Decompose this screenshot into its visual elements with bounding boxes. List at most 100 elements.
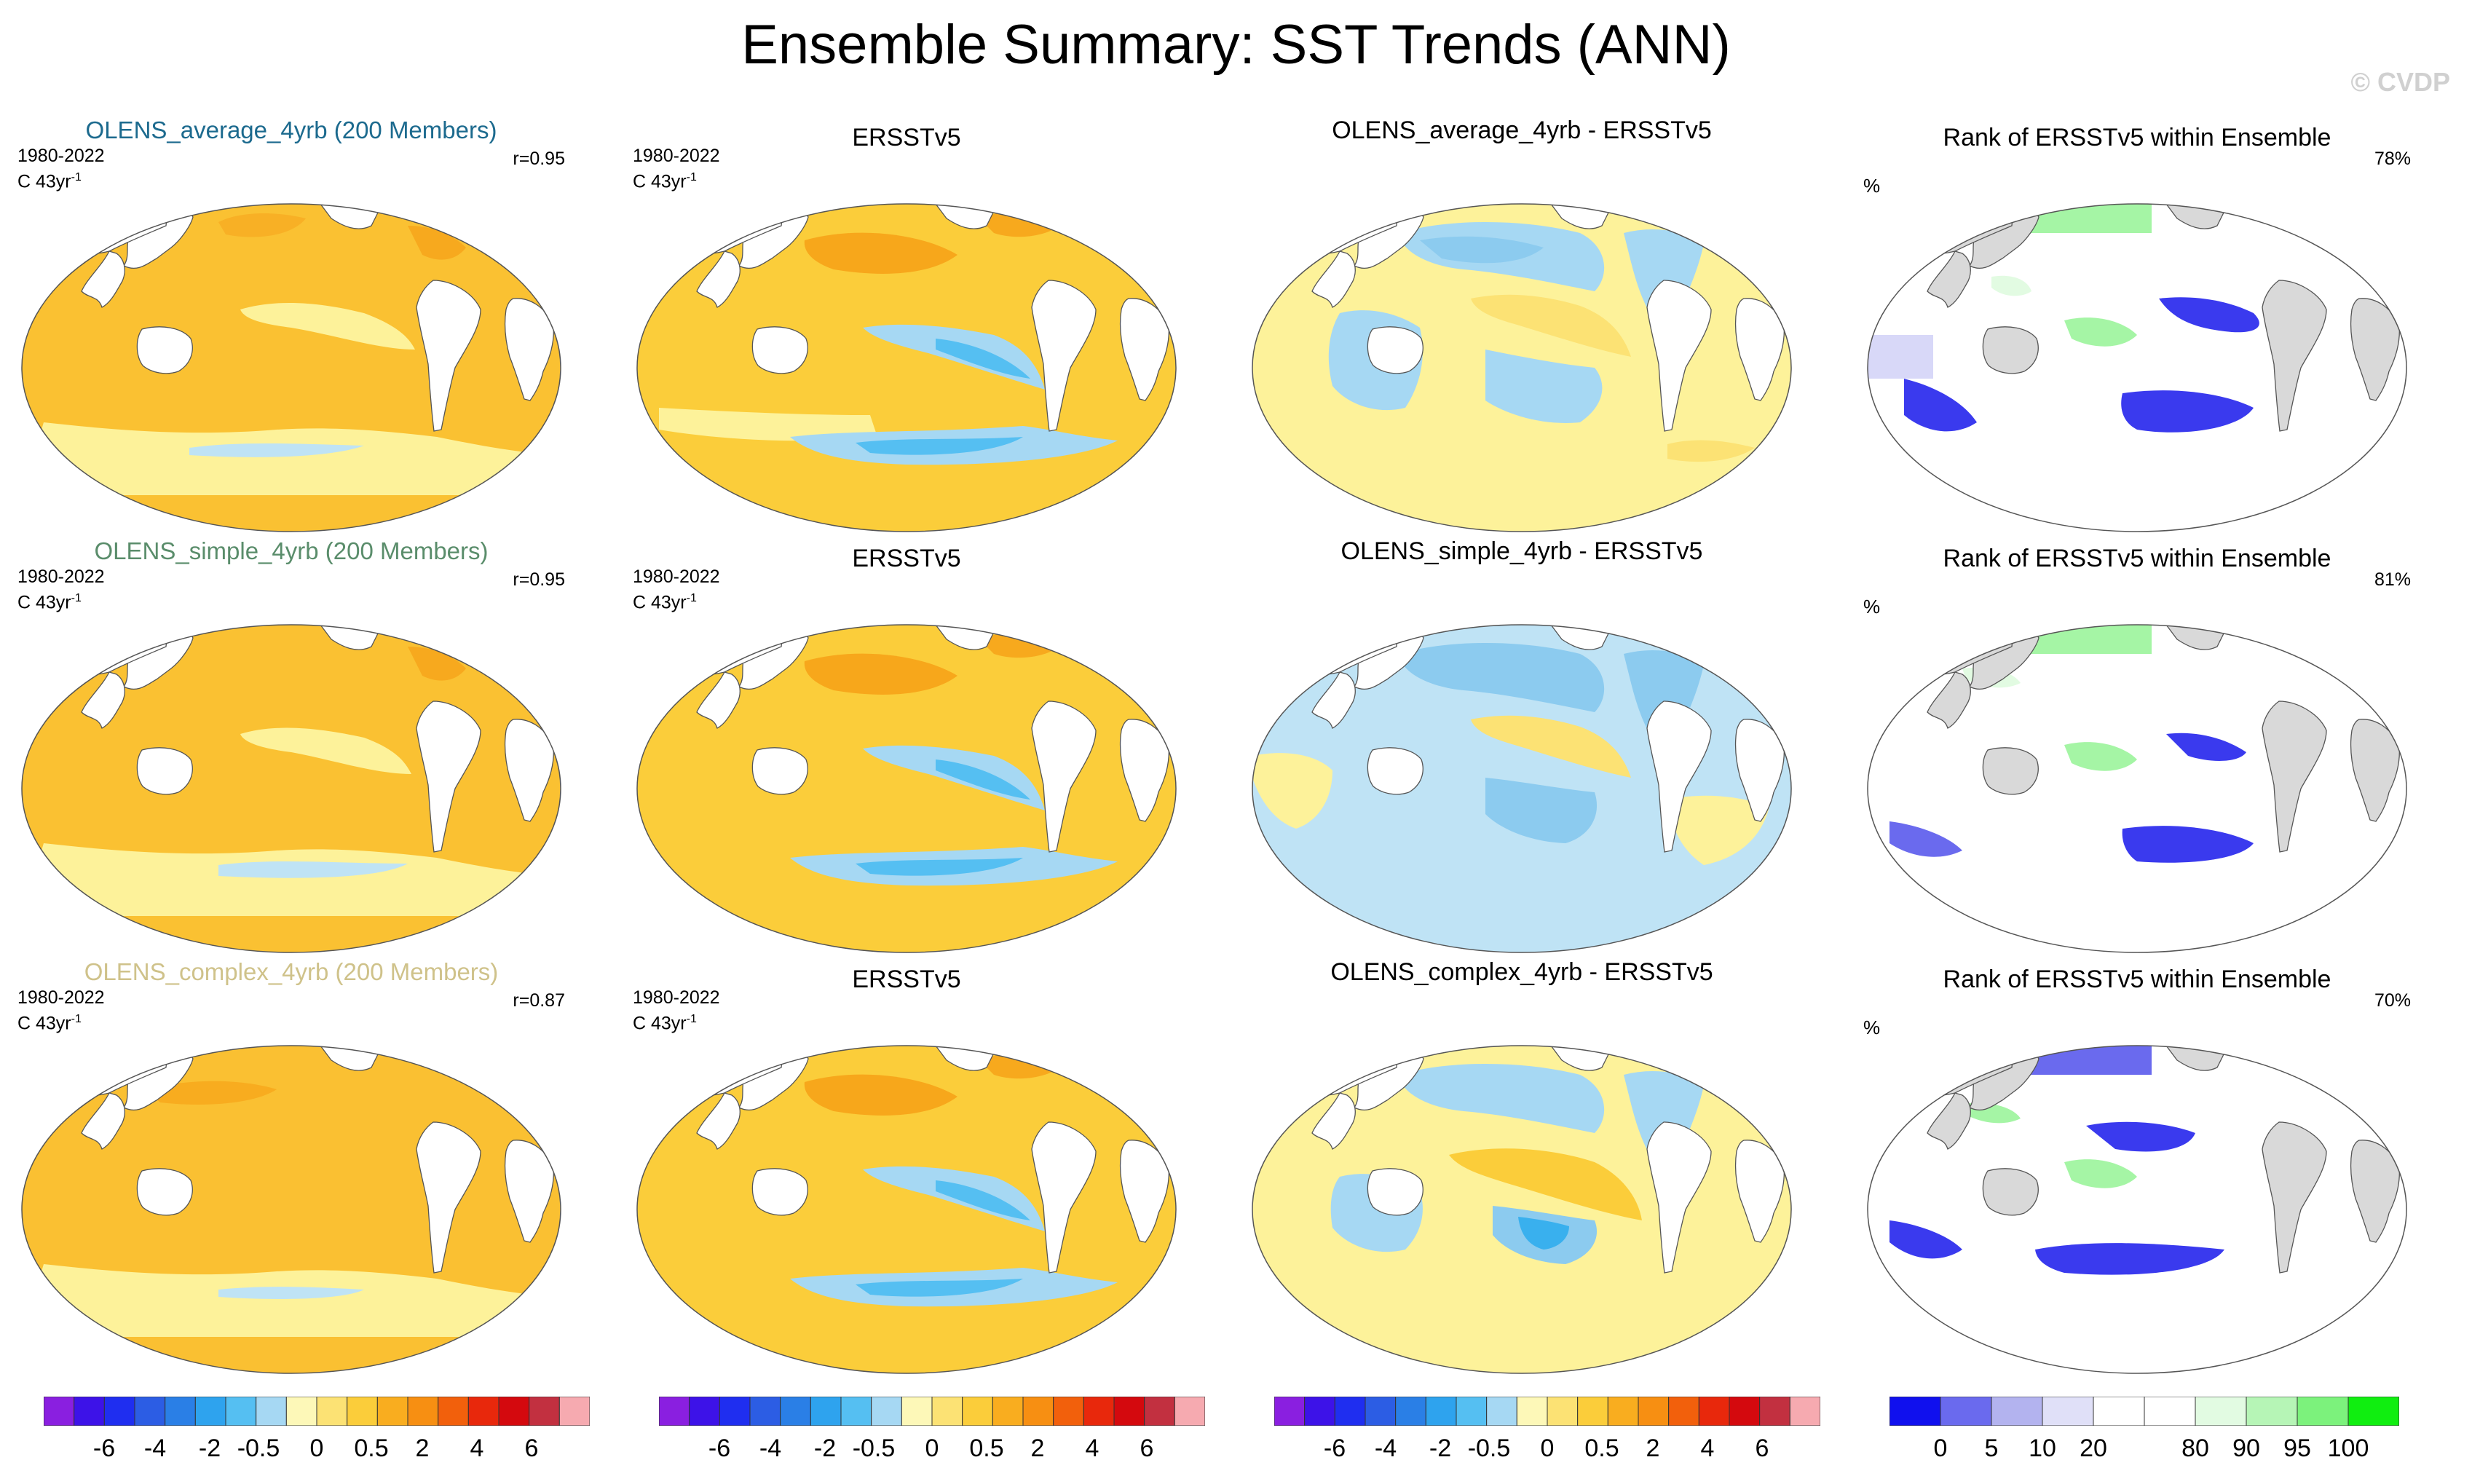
colorbar-swatch bbox=[256, 1397, 287, 1426]
colorbar-swatch bbox=[103, 1397, 135, 1426]
colorbar-swatch bbox=[1889, 1397, 1941, 1426]
colorbar-swatch bbox=[1174, 1397, 1205, 1426]
colorbar-swatch bbox=[1638, 1397, 1670, 1426]
colorbar-label: 0 bbox=[1540, 1434, 1555, 1462]
colorbar-swatch bbox=[74, 1397, 105, 1426]
colorbar-swatch bbox=[2195, 1397, 2247, 1426]
colorbar-swatch bbox=[1456, 1397, 1488, 1426]
colorbar-swatch bbox=[134, 1397, 166, 1426]
colorbar-label: 20 bbox=[2080, 1434, 2107, 1462]
colorbar-label: -6 bbox=[92, 1434, 116, 1462]
colorbar-trend-2: -6 -4 -2 -0.5 0 0.5 2 4 6 bbox=[659, 1397, 1205, 1484]
period-units-label: 1980-2022 C 43yr-1 bbox=[17, 146, 105, 192]
colorbar-label: -2 bbox=[1429, 1434, 1452, 1462]
period-units-label: 1980-2022 C 43yr-1 bbox=[17, 987, 105, 1034]
colorbar-swatch bbox=[529, 1397, 560, 1426]
rank-percent-value: 81% bbox=[2374, 569, 2411, 590]
colorbar-swatch bbox=[1053, 1397, 1084, 1426]
colorbar-swatch bbox=[992, 1397, 1024, 1426]
rank-map bbox=[1867, 624, 2407, 953]
sst-trend-difference-map bbox=[1252, 624, 1792, 953]
colorbar-swatch bbox=[1759, 1397, 1790, 1426]
colorbar-label: 0.5 bbox=[1584, 1434, 1619, 1462]
colorbar-swatch bbox=[659, 1397, 690, 1426]
colorbar-swatch bbox=[1547, 1397, 1579, 1426]
colorbar-swatch bbox=[347, 1397, 378, 1426]
panel-model-row1: OLENS_average_4yrb (200 Members) 1980-20… bbox=[0, 117, 583, 532]
colorbar-rank: 0 5 10 20 80 90 95 100 bbox=[1889, 1397, 2399, 1484]
rank-percent-value: 70% bbox=[2374, 990, 2411, 1011]
colorbar-swatch bbox=[962, 1397, 993, 1426]
colorbar-swatch bbox=[1425, 1397, 1457, 1426]
colorbar-swatch bbox=[2297, 1397, 2349, 1426]
colorbar-swatch bbox=[2042, 1397, 2094, 1426]
model-title: OLENS_simple_4yrb (200 Members) bbox=[94, 537, 489, 564]
colorbar-swatch bbox=[225, 1397, 257, 1426]
pattern-correlation: r=0.95 bbox=[513, 569, 565, 590]
colorbar-swatch bbox=[1577, 1397, 1608, 1426]
colorbar-swatch bbox=[1607, 1397, 1639, 1426]
colorbar-swatch bbox=[1083, 1397, 1115, 1426]
colorbar-label: 2 bbox=[415, 1434, 430, 1462]
colorbar-label: 2 bbox=[1030, 1434, 1045, 1462]
rank-map bbox=[1867, 203, 2407, 532]
colorbar-swatch bbox=[719, 1397, 751, 1426]
colorbar-swatch bbox=[901, 1397, 933, 1426]
pattern-correlation: r=0.87 bbox=[513, 990, 565, 1011]
colorbar-swatch bbox=[1516, 1397, 1548, 1426]
colorbar-label: 0 bbox=[925, 1434, 939, 1462]
colorbar-label: -4 bbox=[143, 1434, 167, 1462]
colorbar-swatch bbox=[316, 1397, 348, 1426]
colorbar-swatch bbox=[749, 1397, 781, 1426]
colorbar-label: 2 bbox=[1646, 1434, 1660, 1462]
cvdp-watermark: © CVDP bbox=[2350, 67, 2450, 97]
colorbar-label: -0.5 bbox=[1467, 1434, 1511, 1462]
sst-trend-map bbox=[21, 1045, 561, 1374]
panel-diff-row3: OLENS_complex_4yrb - ERSSTv5 bbox=[1231, 958, 1813, 1374]
colorbar-swatch bbox=[1274, 1397, 1306, 1426]
colorbar-label: 100 bbox=[2327, 1434, 2369, 1462]
colorbar-swatch bbox=[780, 1397, 811, 1426]
rank-map bbox=[1867, 1045, 2407, 1374]
colorbar-label: 6 bbox=[524, 1434, 539, 1462]
colorbar-label: -2 bbox=[198, 1434, 221, 1462]
colorbar-swatches bbox=[659, 1397, 1205, 1426]
panel-model-row3: OLENS_complex_4yrb (200 Members) 1980-20… bbox=[0, 958, 583, 1374]
period-units-label: 1980-2022 C 43yr-1 bbox=[633, 146, 720, 192]
colorbar-swatch bbox=[840, 1397, 872, 1426]
rank-unit-label: % bbox=[1863, 175, 1881, 197]
sst-trend-difference-map bbox=[1252, 203, 1792, 532]
colorbar-swatch bbox=[285, 1397, 317, 1426]
colorbar-label: 0.5 bbox=[969, 1434, 1004, 1462]
colorbar-swatch bbox=[1668, 1397, 1699, 1426]
sst-trend-map bbox=[636, 203, 1177, 532]
panel-model-row2: OLENS_simple_4yrb (200 Members) 1980-202… bbox=[0, 537, 583, 953]
rank-unit-label: % bbox=[1863, 1017, 1881, 1038]
panel-diff-row1: OLENS_average_4yrb - ERSSTv5 bbox=[1231, 117, 1813, 532]
colorbar-swatch bbox=[1334, 1397, 1366, 1426]
colorbar-swatch bbox=[2246, 1397, 2298, 1426]
colorbar-swatch bbox=[689, 1397, 720, 1426]
colorbar-swatch bbox=[407, 1397, 439, 1426]
colorbar-swatch bbox=[1304, 1397, 1335, 1426]
obs-title: ERSSTv5 bbox=[852, 545, 961, 572]
panel-rank-row3: Rank of ERSSTv5 within Ensemble % 70% bbox=[1846, 958, 2428, 1374]
colorbar-trend-3: -6 -4 -2 -0.5 0 0.5 2 4 6 bbox=[1274, 1397, 1820, 1484]
colorbar-swatch bbox=[810, 1397, 842, 1426]
colorbar-swatch bbox=[2347, 1397, 2399, 1426]
pattern-correlation: r=0.95 bbox=[513, 149, 565, 169]
colorbar-swatch bbox=[44, 1397, 75, 1426]
colorbar-swatch bbox=[1940, 1397, 1992, 1426]
colorbar-swatch bbox=[1365, 1397, 1397, 1426]
colorbar-swatch bbox=[871, 1397, 902, 1426]
colorbar-label: -6 bbox=[708, 1434, 731, 1462]
model-title: OLENS_complex_4yrb (200 Members) bbox=[84, 958, 499, 985]
colorbar-swatch bbox=[1698, 1397, 1730, 1426]
colorbar-label: -4 bbox=[1374, 1434, 1397, 1462]
colorbar-label: -2 bbox=[813, 1434, 837, 1462]
colorbar-swatch bbox=[165, 1397, 196, 1426]
colorbar-swatch bbox=[2093, 1397, 2145, 1426]
colorbar-label: 0 bbox=[309, 1434, 324, 1462]
colorbar-label: -0.5 bbox=[852, 1434, 896, 1462]
model-title: OLENS_average_4yrb (200 Members) bbox=[85, 117, 497, 143]
